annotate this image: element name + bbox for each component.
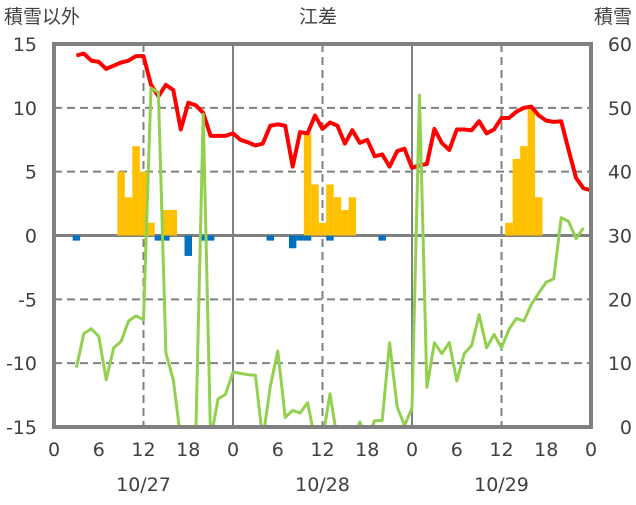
x-tick-label: 0: [48, 439, 60, 461]
x-tick-label: 6: [272, 439, 284, 461]
lines: [74, 51, 591, 427]
blue-bar: [378, 235, 386, 241]
x-tick-label: 18: [534, 439, 558, 461]
orange-bar: [311, 184, 319, 236]
y-left-tick-label: 5: [25, 162, 37, 184]
orange-bar: [139, 171, 148, 236]
y-left-tick-label: 10: [13, 98, 37, 120]
y-left-tick-label: 15: [13, 34, 37, 56]
blue-bar: [288, 235, 297, 249]
date-label: 10/29: [474, 474, 529, 496]
y-left-tick-label: -5: [18, 289, 37, 311]
chart-title: 江差: [299, 6, 337, 28]
right-axis-title: 積雪: [594, 6, 632, 28]
orange-bar: [318, 222, 327, 236]
x-tick-label: 0: [406, 439, 418, 461]
blue-bar: [206, 235, 215, 241]
x-tick-label: 6: [93, 439, 105, 461]
y-right-tick-label: 20: [608, 289, 632, 311]
x-tick-label: 18: [355, 439, 379, 461]
orange-bar: [303, 133, 312, 236]
orange-bar: [147, 222, 155, 236]
y-right-tick-label: 60: [608, 34, 632, 56]
orange-bar: [124, 197, 133, 236]
blue-bar: [296, 235, 304, 241]
plot-border: [52, 42, 593, 429]
orange-bar: [527, 107, 536, 236]
orange-bar: [512, 158, 521, 236]
x-tick-label: 18: [176, 439, 200, 461]
orange-bar: [341, 209, 349, 236]
green-line: [74, 86, 585, 427]
orange-bar: [132, 146, 140, 236]
blue-bar: [199, 235, 207, 241]
orange-bar: [333, 197, 342, 236]
y-right-tick-label: 0: [620, 417, 632, 439]
orange-bar: [326, 184, 334, 236]
x-tick-label: 12: [131, 439, 155, 461]
blue-bar: [72, 235, 81, 241]
x-tick-label: 12: [310, 439, 334, 461]
orange-bar: [535, 197, 543, 236]
y-left-tick-label: 0: [25, 226, 37, 248]
x-tick-label: 12: [489, 439, 513, 461]
orange-bar: [117, 171, 125, 236]
blue-bar: [266, 235, 275, 241]
x-tick-label: 0: [227, 439, 239, 461]
blue-bar: [303, 235, 312, 241]
x-tick-label: 0: [585, 439, 597, 461]
blue-bar: [162, 235, 170, 241]
y-left-tick-label: -10: [6, 353, 37, 375]
blue-bar: [326, 235, 334, 241]
orange-bar: [348, 197, 357, 236]
orange-bar: [169, 209, 178, 236]
date-label: 10/27: [116, 474, 171, 496]
y-right-tick-label: 30: [608, 226, 632, 248]
bars: [72, 107, 543, 256]
y-right-tick-label: 50: [608, 98, 632, 120]
red-line: [75, 51, 591, 193]
y-right-tick-label: 10: [608, 353, 632, 375]
blue-bar: [154, 235, 163, 241]
orange-bar: [520, 146, 528, 236]
orange-bar: [162, 209, 170, 236]
blue-bar: [184, 235, 192, 256]
left-axis-title: 積雪以外: [4, 6, 80, 28]
date-label: 10/28: [295, 474, 350, 496]
orange-bar: [505, 222, 513, 236]
x-tick-label: 6: [451, 439, 463, 461]
y-left-tick-label: -15: [6, 417, 37, 439]
y-right-tick-label: 40: [608, 162, 632, 184]
